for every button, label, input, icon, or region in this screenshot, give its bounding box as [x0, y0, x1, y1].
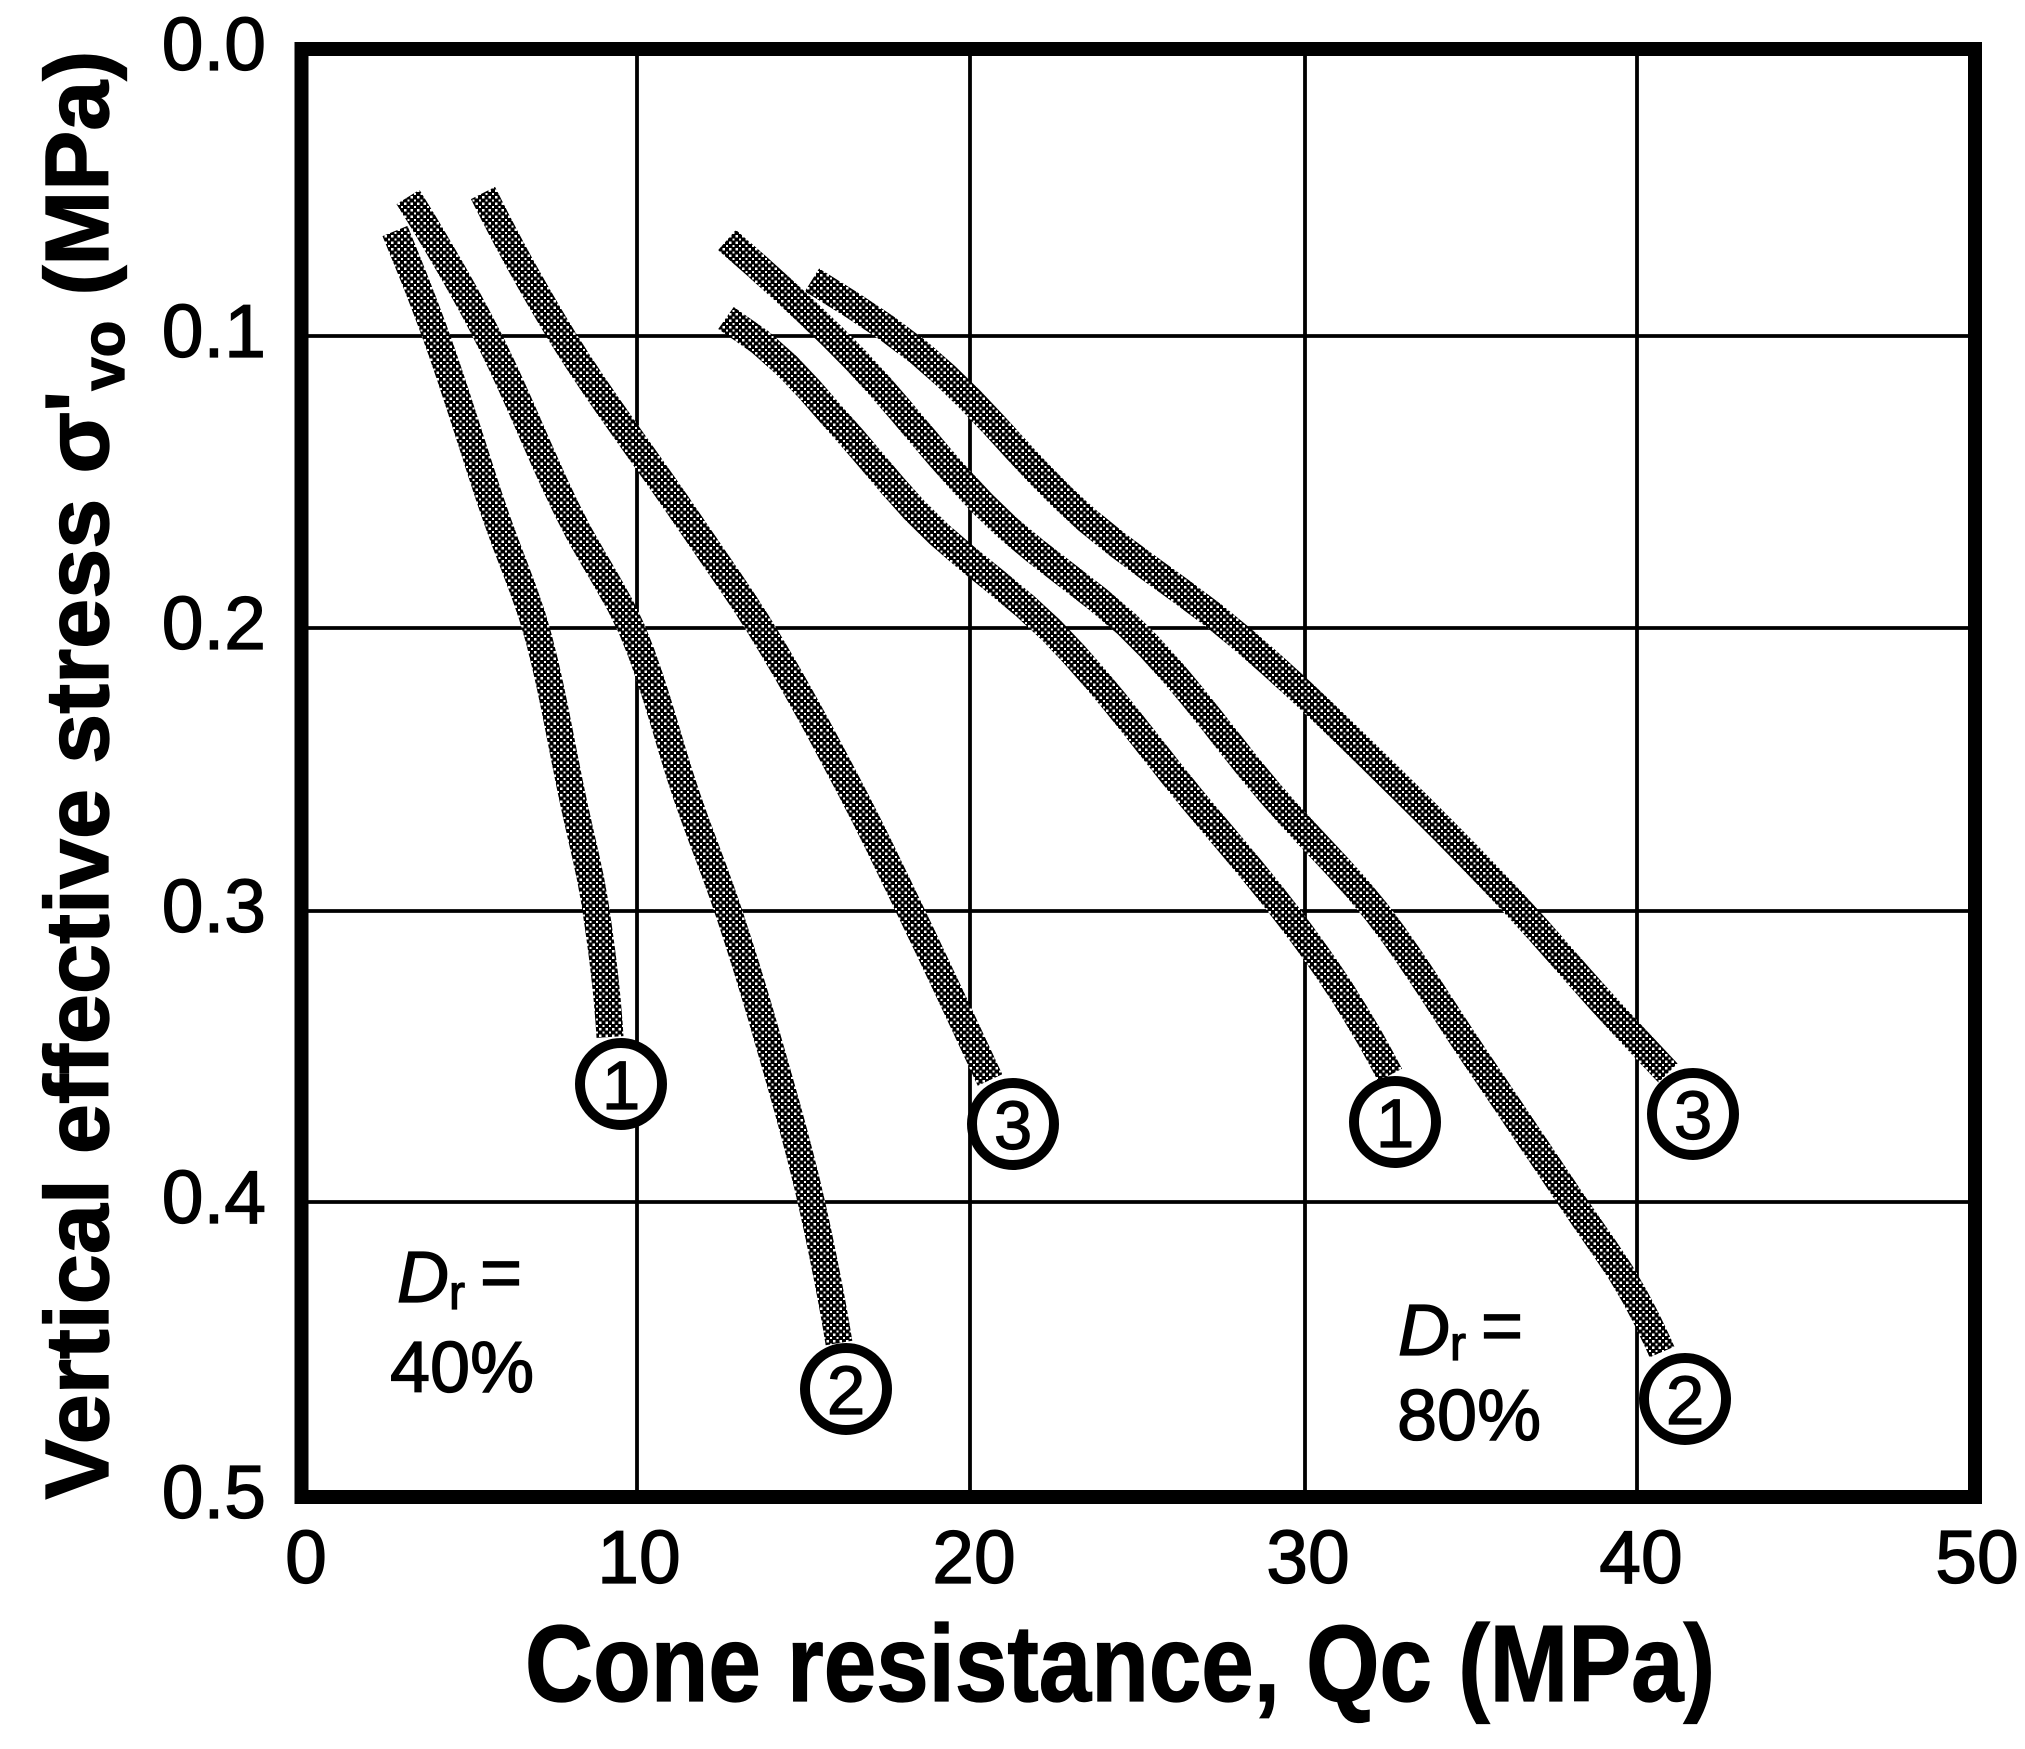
svg-text:3: 3: [994, 1087, 1032, 1164]
svg-text:0.3: 0.3: [162, 864, 266, 948]
svg-text:Vertical effective stress σ'vo: Vertical effective stress σ'vo (MPa): [28, 51, 137, 1500]
svg-text:2: 2: [1666, 1362, 1704, 1439]
svg-text:1: 1: [602, 1047, 640, 1124]
svg-text:Cone resistance, Qc (MPa): Cone resistance, Qc (MPa): [525, 1603, 1715, 1725]
svg-text:2: 2: [827, 1352, 865, 1429]
svg-text:0.0: 0.0: [162, 2, 266, 86]
svg-text:80%: 80%: [1397, 1376, 1541, 1456]
svg-text:D: D: [1398, 1291, 1450, 1371]
svg-text:0.5: 0.5: [162, 1450, 266, 1534]
svg-text:=: =: [1481, 1286, 1523, 1366]
svg-text:10: 10: [597, 1515, 680, 1599]
svg-text:30: 30: [1266, 1515, 1349, 1599]
svg-text:50: 50: [1935, 1515, 2018, 1599]
svg-text:=: =: [480, 1233, 522, 1313]
svg-text:D: D: [397, 1238, 449, 1318]
svg-text:0: 0: [285, 1515, 327, 1599]
svg-text:3: 3: [1674, 1077, 1712, 1154]
svg-text:1: 1: [1376, 1085, 1414, 1162]
svg-text:0.2: 0.2: [162, 581, 266, 665]
svg-text:40: 40: [1599, 1515, 1682, 1599]
svg-text:40%: 40%: [390, 1328, 534, 1408]
svg-text:20: 20: [932, 1515, 1015, 1599]
svg-text:r: r: [449, 1267, 465, 1320]
svg-text:0.1: 0.1: [162, 289, 266, 373]
svg-text:0.4: 0.4: [162, 1155, 266, 1239]
svg-text:r: r: [1450, 1318, 1466, 1371]
